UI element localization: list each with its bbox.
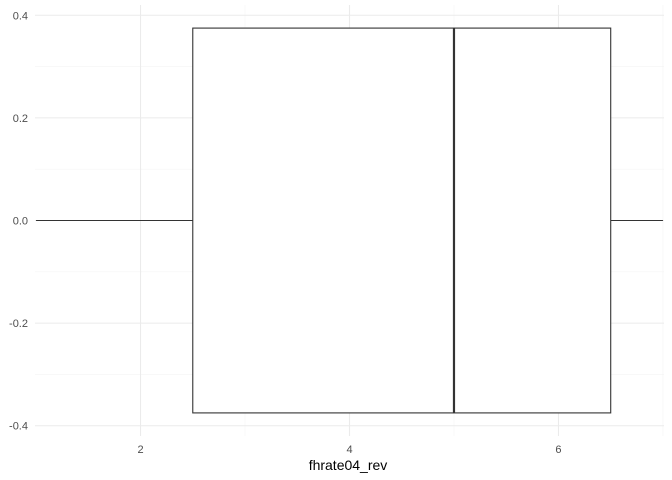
interquartile-box bbox=[192, 27, 612, 414]
y-tick-label: 0.4 bbox=[13, 10, 28, 22]
x-tick-label: 4 bbox=[346, 444, 352, 456]
x-tick-label: 2 bbox=[137, 444, 143, 456]
y-tick-label: -0.4 bbox=[9, 421, 28, 433]
y-axis-tick-labels: -0.4 -0.2 0.0 0.2 0.4 bbox=[9, 10, 28, 432]
x-axis-tick-labels: 2 4 6 bbox=[137, 444, 561, 456]
x-axis-title: fhrate04_rev bbox=[309, 457, 388, 473]
box-plot-layer bbox=[36, 27, 663, 414]
y-tick-label: 0.2 bbox=[13, 113, 28, 125]
y-tick-label: -0.2 bbox=[9, 318, 28, 330]
y-tick-label: 0.0 bbox=[13, 216, 28, 228]
x-tick-label: 6 bbox=[555, 444, 561, 456]
